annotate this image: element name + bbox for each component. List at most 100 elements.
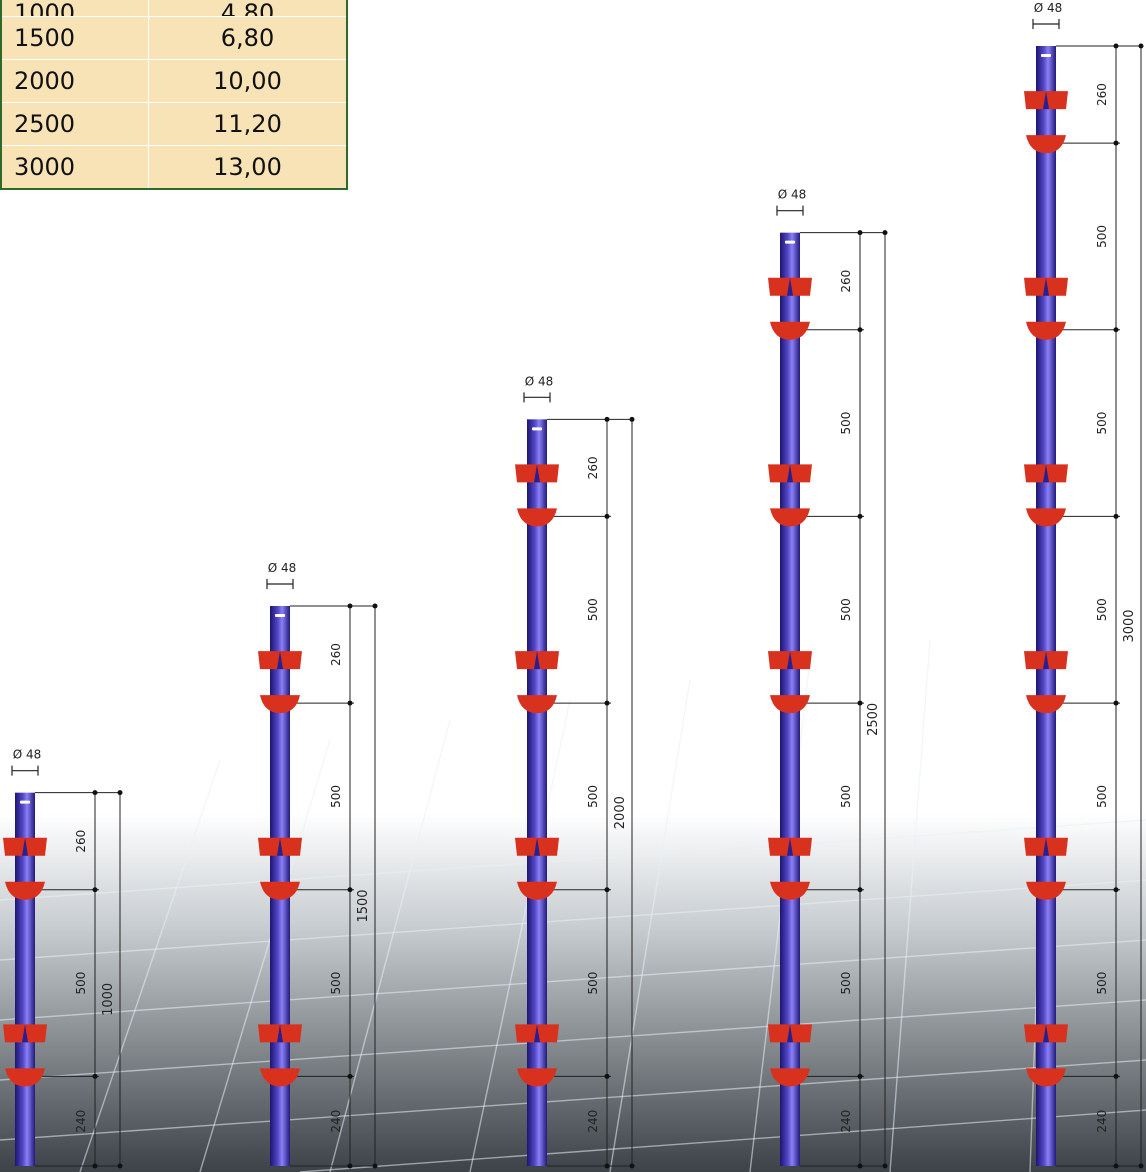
rosette-disc [517, 1068, 557, 1087]
dimension-dot [1113, 327, 1119, 333]
diameter-dimension [523, 392, 551, 403]
rosette-disc [770, 881, 810, 900]
dimension-dot [372, 1163, 378, 1169]
dimension-dot [857, 1163, 863, 1169]
tube-hole [532, 427, 542, 431]
total-length-label: 3000 [1122, 609, 1137, 642]
segment-label: 260 [329, 643, 343, 666]
segment-label: 240 [839, 1110, 853, 1133]
dimension-dot [347, 603, 353, 609]
dimension-dot [1113, 700, 1119, 706]
segment-label: 500 [586, 785, 600, 808]
rosette-disc [260, 1068, 300, 1087]
dimension-dot [604, 700, 610, 706]
dimension-dot [857, 327, 863, 333]
diameter-label: Ø 48 [1034, 1, 1063, 15]
dimension-dot [347, 887, 353, 893]
rosette-disc [770, 321, 810, 340]
diameter-dimension [1032, 19, 1060, 29]
segment-label: 500 [586, 598, 600, 621]
wedge-slot [277, 837, 283, 856]
length-cell: 2000 [1, 59, 149, 103]
wedge-slot [1043, 464, 1049, 483]
standard-tube [527, 419, 547, 1166]
dimension-dot [629, 416, 635, 422]
table-row: 1500 6,80 [1, 16, 347, 60]
segment-label: 240 [586, 1110, 600, 1133]
rosette-disc [5, 1068, 45, 1087]
dimension-dot [857, 230, 863, 236]
dimension-dot [1113, 140, 1119, 146]
rosette-disc [1026, 321, 1066, 340]
segment-label: 500 [586, 972, 600, 995]
dimension-dot [604, 513, 610, 519]
dimension-dot [1113, 887, 1119, 893]
total-length-label: 2000 [613, 796, 628, 829]
dimension-dot [1138, 1163, 1144, 1169]
weight-cell: 4,80 [148, 0, 347, 17]
dimension-dot [92, 1163, 98, 1169]
segment-label: 500 [1095, 785, 1109, 808]
segment-label: 260 [586, 456, 600, 479]
rosette-disc [1026, 1068, 1066, 1087]
rosette-disc [770, 1068, 810, 1087]
rosette-disc [1026, 135, 1066, 154]
dimension-dot [604, 887, 610, 893]
rosette-disc [1026, 695, 1066, 714]
dimension-dot [1113, 1163, 1119, 1169]
wedge-slot [787, 464, 793, 483]
segment-label: 240 [329, 1110, 343, 1133]
dimension-dot [372, 603, 378, 609]
weight-cell: 11,20 [148, 102, 347, 146]
segment-label: 240 [1095, 1110, 1109, 1133]
weight-cell: 10,00 [148, 59, 347, 103]
table-row: 1000 4,80 [1, 0, 347, 17]
dimension-dot [347, 1163, 353, 1169]
wedge-slot [1043, 651, 1049, 670]
segment-label: 500 [329, 785, 343, 808]
standard-tube [1036, 46, 1056, 1166]
total-length-label: 2500 [866, 703, 881, 736]
diameter-dimension [776, 205, 804, 216]
wedge-slot [277, 651, 283, 670]
dimension-dot [1113, 1073, 1119, 1079]
dimension-dot [1113, 43, 1119, 49]
wedge-slot [534, 1024, 540, 1043]
segment-label: 500 [1095, 598, 1109, 621]
length-cell: 1000 [1, 0, 149, 17]
dimension-dot [347, 1073, 353, 1079]
segment-label: 500 [839, 412, 853, 435]
wedge-slot [787, 1024, 793, 1043]
segment-label: 500 [1095, 225, 1109, 248]
rosette-disc [517, 508, 557, 527]
wedge-slot [534, 837, 540, 856]
rosette-disc [517, 881, 557, 900]
segment-label: 500 [1095, 412, 1109, 435]
rosette-disc [260, 881, 300, 900]
wedge-slot [1043, 277, 1049, 296]
tube-hole [1041, 54, 1051, 57]
rosette-disc [770, 695, 810, 714]
diameter-label: Ø 48 [13, 748, 42, 762]
wedge-slot [534, 464, 540, 483]
table-row: 2500 11,20 [1, 102, 347, 146]
wedge-slot [787, 837, 793, 856]
dimension-dot [117, 790, 123, 796]
diameter-label: Ø 48 [778, 188, 807, 202]
dimension-dot [857, 1073, 863, 1079]
wedge-slot [534, 651, 540, 670]
segment-label: 500 [839, 785, 853, 808]
segment-label: 500 [839, 972, 853, 995]
segment-label: 260 [1095, 83, 1109, 106]
table-row: 3000 13,00 [1, 145, 347, 189]
diameter-dimension [266, 579, 294, 589]
segment-label: 260 [74, 830, 88, 853]
total-length-label: 1000 [101, 983, 116, 1016]
rosette-disc [770, 508, 810, 527]
dimension-dot [882, 1163, 888, 1169]
wedge-slot [1043, 1024, 1049, 1043]
dimension-dot [604, 1073, 610, 1079]
segment-label: 500 [839, 598, 853, 621]
tube-hole [785, 240, 795, 244]
